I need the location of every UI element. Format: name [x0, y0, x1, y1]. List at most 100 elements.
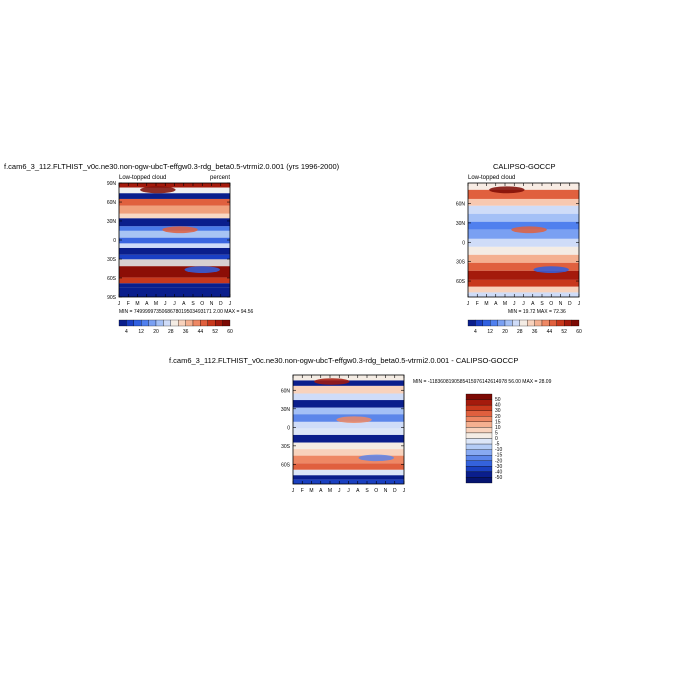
x-tick-label: J — [229, 301, 232, 307]
colorbar-swatch — [465, 416, 493, 422]
x-tick-label: A — [494, 301, 498, 307]
y-tick-label: 0 — [462, 240, 465, 246]
heatmap-band — [293, 393, 404, 401]
panel2-title: CALIPSO-GOCCP — [493, 162, 556, 171]
colorbar-swatch — [467, 319, 476, 327]
colorbar-swatch — [118, 319, 127, 327]
colorbar-swatch — [512, 319, 520, 327]
heatmap-band — [119, 247, 230, 255]
x-tick-label: D — [568, 301, 572, 307]
heatmap-band — [293, 434, 404, 443]
y-tick-label: 60N — [456, 202, 466, 208]
heatmap-band — [293, 463, 404, 470]
panel3-title: f.cam6_3_112.FLTHIST_v0c.ne30.non-ogw-ub… — [169, 356, 519, 365]
colorbar-swatch — [178, 319, 186, 327]
colorbar-swatch — [534, 319, 543, 327]
y-tick-label: 60N — [107, 200, 117, 206]
heatmap-band — [293, 475, 404, 480]
heatmap-band — [293, 469, 404, 476]
colorbar-swatch — [497, 319, 506, 327]
panel2-variable-label: Low-topped cloud — [468, 175, 516, 181]
heatmap-band — [119, 254, 230, 260]
x-tick-label: J — [118, 301, 121, 307]
colorbar-tick-label: 20 — [502, 329, 508, 335]
colorbar-swatch — [465, 443, 493, 450]
heatmap-band — [468, 183, 579, 190]
y-tick-label: 30S — [107, 257, 117, 263]
colorbar-swatch — [519, 319, 528, 327]
colorbar-swatch — [465, 471, 493, 478]
panel3-plot-area — [292, 374, 493, 485]
x-tick-label: J — [513, 301, 516, 307]
panel1-minmax: MIN = 7499999735068678019503493171 2.00 … — [119, 309, 254, 315]
colorbar-tick-label: -15 — [495, 453, 502, 459]
heatmap-band — [119, 198, 230, 206]
heatmap-band — [119, 287, 230, 297]
y-tick-label: 60S — [107, 276, 117, 282]
x-tick-label: S — [191, 301, 195, 307]
x-tick-label: M — [154, 301, 158, 307]
y-tick-label: 60S — [456, 279, 466, 285]
x-tick-label: F — [476, 301, 479, 307]
heatmap-band — [293, 449, 404, 456]
colorbar-tick-label: 40 — [495, 403, 501, 409]
y-tick-label: 90S — [107, 295, 117, 301]
x-tick-label: J — [467, 301, 470, 307]
colorbar-tick-label: 60 — [576, 329, 582, 335]
heatmap-band — [119, 230, 230, 238]
colorbar-swatch — [170, 319, 179, 327]
colorbar-tick-label: -5 — [495, 442, 500, 448]
y-tick-label: 0 — [113, 238, 116, 244]
colorbar-swatch — [185, 319, 194, 327]
x-tick-label: S — [365, 488, 369, 494]
colorbar-swatch — [541, 319, 550, 327]
heatmap-band — [293, 400, 404, 408]
x-tick-label: F — [127, 301, 130, 307]
colorbar-swatch — [148, 319, 157, 327]
colorbar-swatch — [465, 399, 493, 406]
colorbar-swatch — [465, 477, 493, 484]
colorbar-tick-label: 4 — [474, 329, 477, 335]
x-tick-label: F — [301, 488, 304, 494]
y-tick-label: 30N — [456, 221, 466, 227]
heatmap-feature — [511, 226, 547, 234]
colorbar-swatch — [200, 319, 208, 327]
colorbar-swatch — [126, 319, 134, 327]
colorbar-swatch — [465, 404, 493, 411]
heatmap-band — [468, 286, 579, 293]
heatmap-band — [293, 455, 404, 464]
colorbar-swatch — [155, 319, 164, 327]
x-tick-label: J — [522, 301, 525, 307]
x-tick-label: A — [145, 301, 149, 307]
heatmap-feature — [489, 186, 525, 194]
colorbar-tick-label: 52 — [212, 329, 218, 335]
colorbar-swatch — [215, 319, 223, 327]
x-tick-label: M — [309, 488, 313, 494]
heatmap-feature — [140, 186, 176, 194]
colorbar-swatch — [571, 319, 580, 327]
colorbar-tick-label: 12 — [138, 329, 144, 335]
heatmap-band — [468, 229, 579, 239]
heatmap-band — [468, 270, 579, 280]
colorbar-swatch — [549, 319, 557, 327]
x-tick-label: J — [292, 488, 295, 494]
heatmap-band — [468, 221, 579, 230]
colorbar-swatch — [465, 432, 493, 439]
colorbar-swatch — [556, 319, 565, 327]
colorbar-swatch — [465, 393, 493, 400]
heatmap-feature — [336, 416, 372, 423]
y-tick-label: 30N — [107, 219, 117, 225]
x-tick-label: S — [540, 301, 544, 307]
colorbar-swatch — [465, 449, 493, 456]
panel2-minmax: MIN = 19.72 MAX = 72.36 — [508, 309, 566, 315]
x-tick-label: J — [173, 301, 176, 307]
x-tick-label: M — [135, 301, 139, 307]
x-tick-label: J — [164, 301, 167, 307]
colorbar-tick-label: 4 — [125, 329, 128, 335]
y-tick-label: 60N — [281, 388, 291, 394]
colorbar-tick-label: 20 — [495, 414, 501, 420]
y-tick-label: 60S — [281, 462, 291, 468]
y-tick-label: 30N — [281, 407, 291, 413]
colorbar-tick-label: 20 — [153, 329, 159, 335]
